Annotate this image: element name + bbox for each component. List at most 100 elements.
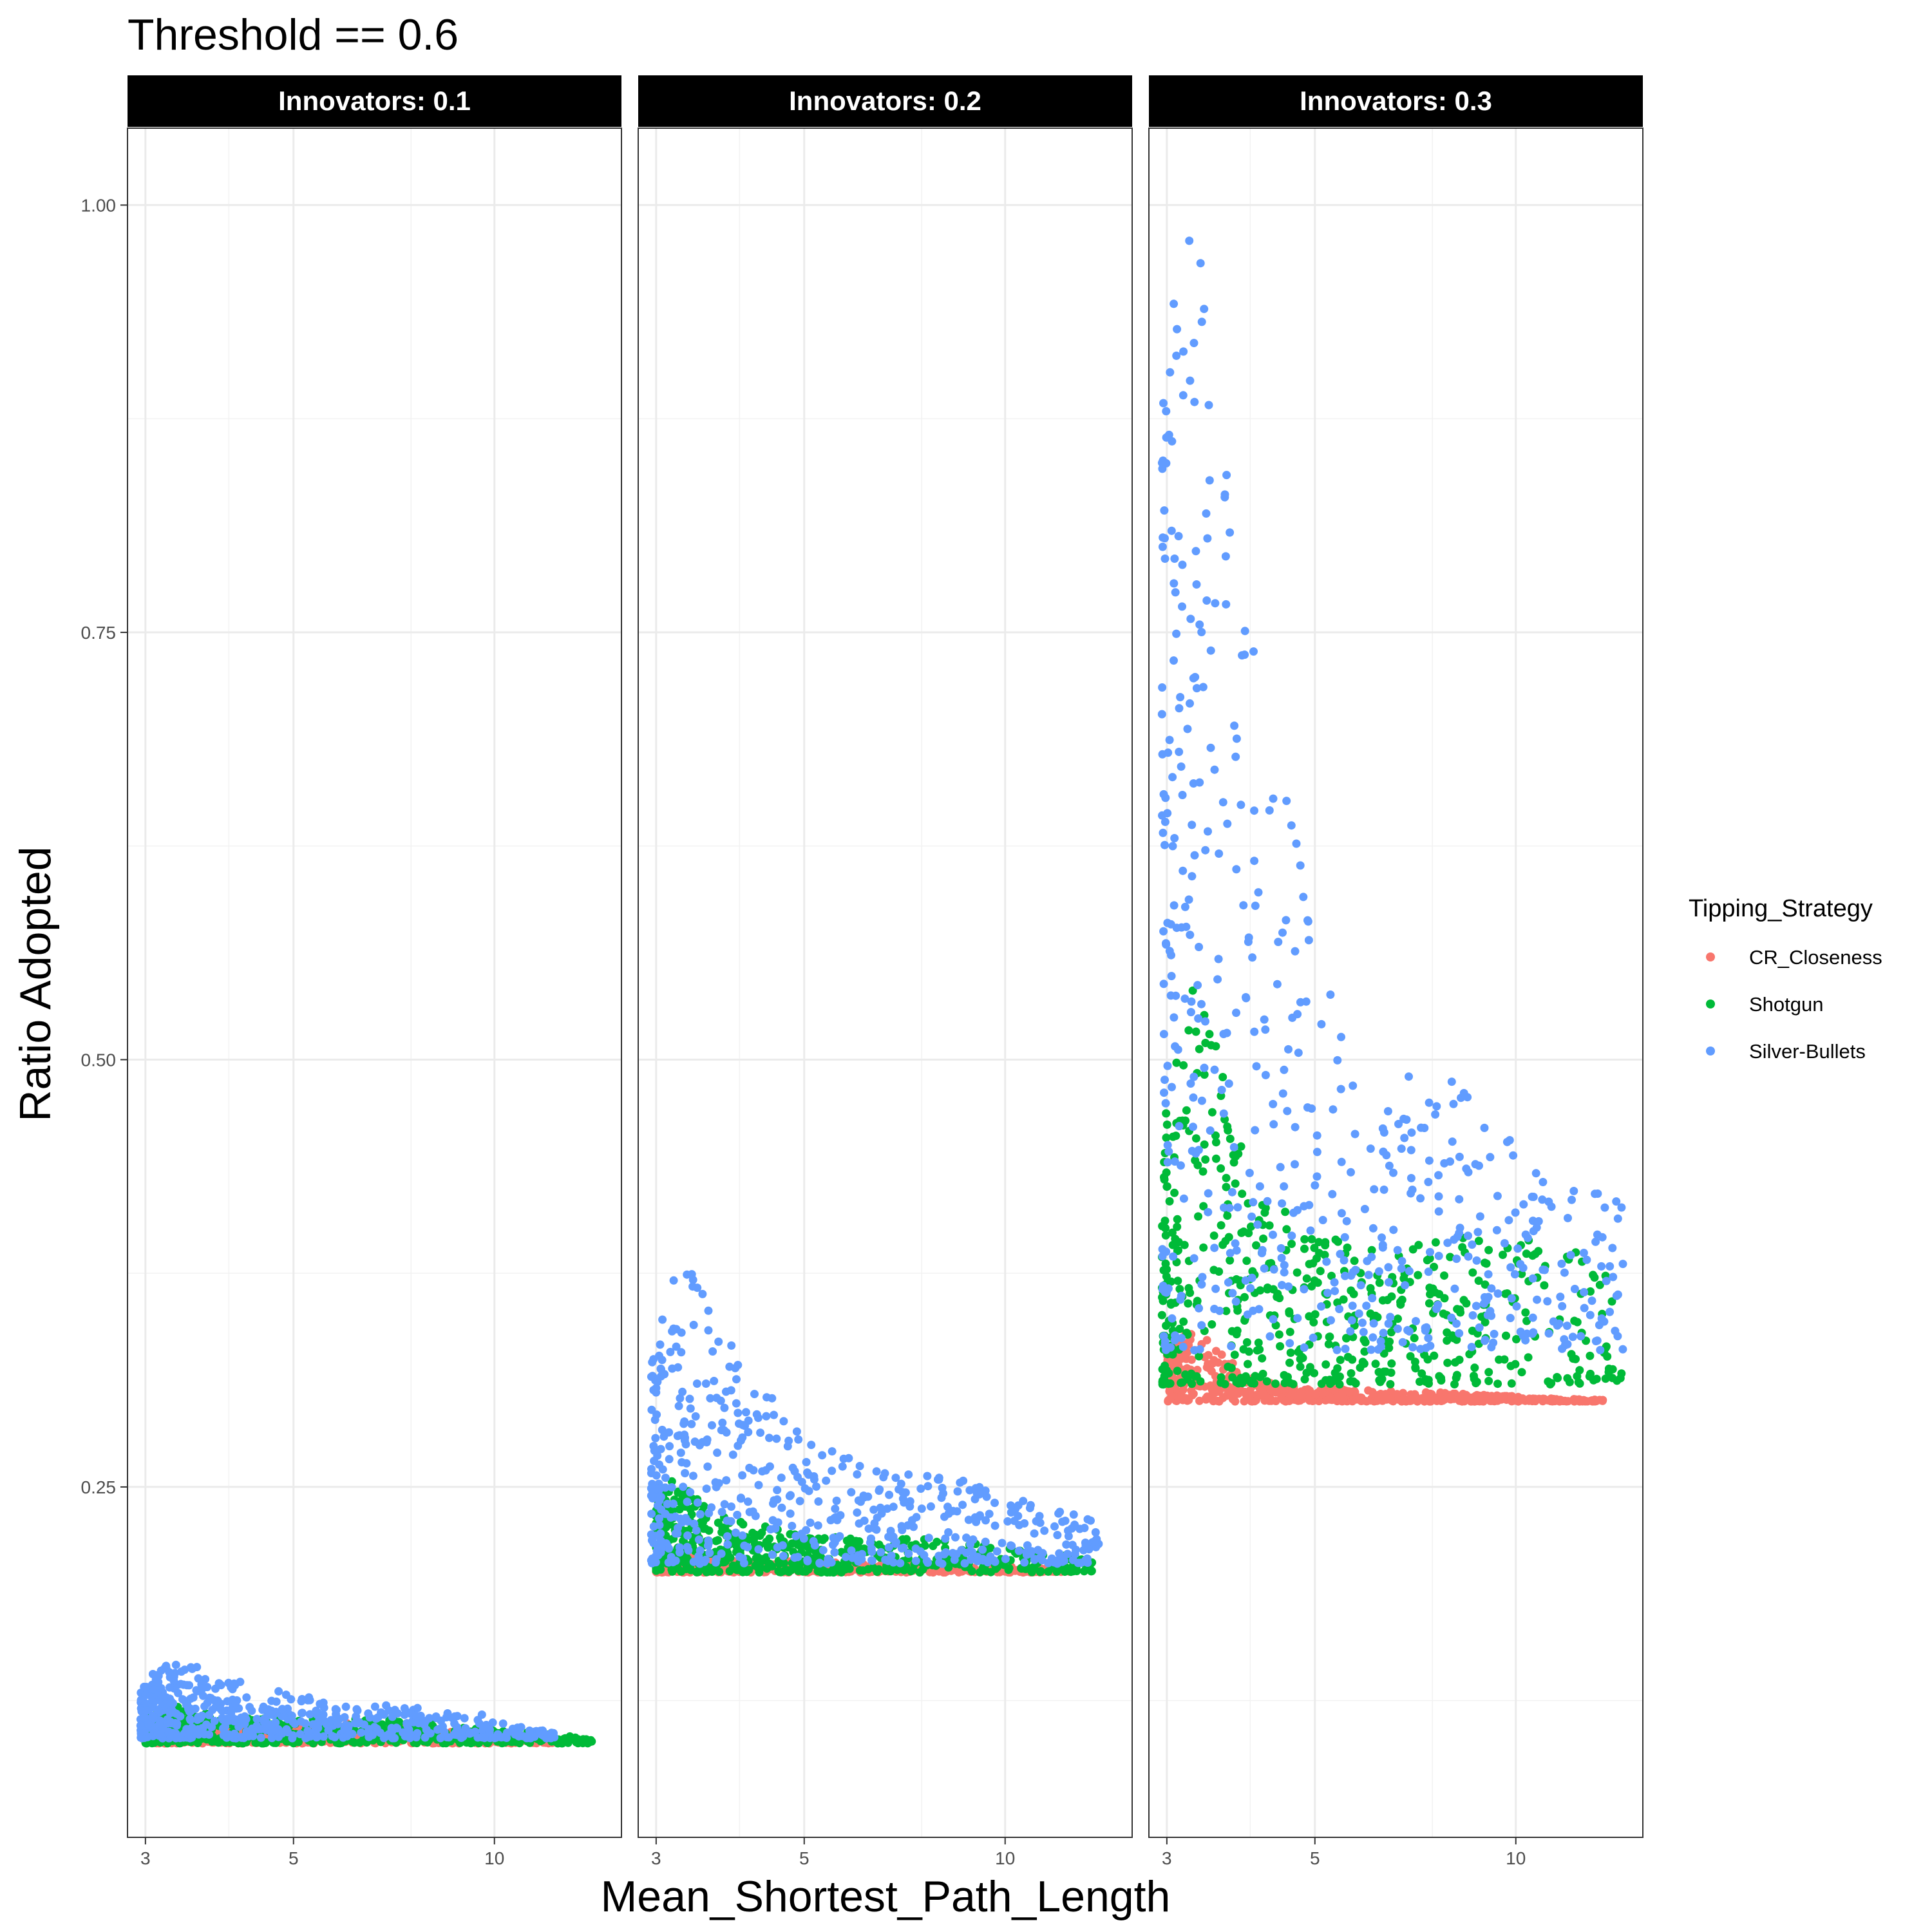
data-point [1468,1311,1477,1320]
data-point [768,1562,777,1571]
data-point [1327,1316,1335,1325]
data-point [770,1410,779,1419]
data-point [814,1497,823,1506]
data-point [1374,1368,1383,1376]
data-point [1521,1308,1530,1317]
data-point [655,1514,663,1523]
x-tick-label: 3 [140,1848,151,1868]
data-point [1182,1329,1191,1338]
data-point [198,1691,207,1700]
data-point [1202,509,1211,518]
data-point [1375,1278,1384,1287]
facet-strip [128,75,621,127]
data-point [1021,1564,1030,1573]
data-point [174,1689,183,1698]
data-point [1366,1309,1375,1318]
data-point [1176,1295,1185,1304]
data-point [1285,1358,1294,1367]
data-point [1204,1208,1213,1217]
data-point [1177,1334,1186,1343]
data-point [1362,1302,1371,1311]
data-point [1368,1224,1378,1233]
data-point [144,1719,153,1728]
data-point [1173,1222,1182,1231]
data-point [758,1467,767,1476]
data-point [1450,1380,1459,1388]
data-point [1482,1391,1492,1400]
data-point [1055,1549,1064,1558]
data-point [1157,710,1166,719]
data-point [665,1455,674,1464]
data-point [1086,1516,1095,1525]
data-point [1162,1109,1171,1118]
data-point [1287,1240,1296,1248]
data-point [1337,1209,1346,1218]
data-point [734,1361,743,1370]
data-point [661,1473,670,1482]
data-point [765,1434,773,1443]
data-point [964,1515,973,1524]
data-point [1378,1233,1386,1242]
data-point [1543,1297,1552,1306]
data-point [1208,1385,1217,1394]
data-point [1379,1185,1388,1194]
data-point [1235,1387,1244,1396]
data-point [1410,1396,1418,1405]
data-point [1529,1227,1538,1236]
data-point [1540,1281,1549,1290]
data-point [647,1492,656,1501]
data-point [1211,1138,1220,1147]
data-point [1200,305,1209,314]
data-point [1511,1359,1520,1368]
data-point [777,1473,786,1482]
data-point [867,1534,875,1543]
data-point [756,1563,765,1572]
data-point [1351,1265,1360,1274]
data-point [1329,1105,1338,1114]
data-point [676,1448,685,1457]
data-point [692,1526,701,1535]
data-point [676,1394,685,1403]
data-point [1408,1343,1417,1352]
data-point [1384,1263,1393,1272]
data-point [687,1419,696,1428]
data-point [771,1524,780,1533]
data-point [1337,1032,1345,1041]
data-point [1200,1063,1209,1072]
data-point [1507,1294,1516,1303]
data-point [1206,646,1215,655]
data-point [720,1500,729,1509]
data-point [1178,791,1187,799]
data-point [1432,1102,1441,1111]
data-point [1446,1392,1455,1401]
data-point [1300,1285,1309,1294]
data-point [1170,1013,1179,1022]
data-point [1272,1388,1281,1397]
data-point [1194,1014,1203,1023]
data-point [756,1428,765,1437]
data-point [1556,1293,1565,1302]
data-point [156,1666,166,1675]
data-point [1302,997,1311,1006]
data-point [1379,1329,1388,1338]
data-point [1200,1140,1209,1149]
data-point [1528,1313,1537,1322]
data-point [896,1558,905,1567]
data-point [1193,1365,1202,1374]
data-point [242,1693,251,1702]
data-point [316,1700,325,1709]
data-point [1410,1334,1419,1343]
data-point [1472,1256,1481,1265]
data-point [156,1730,166,1739]
data-point [690,1437,699,1446]
data-point [169,1699,178,1708]
data-point [1195,1045,1204,1054]
data-point [352,1705,361,1714]
data-point [669,1276,678,1285]
data-point [1036,1567,1045,1576]
data-point [685,1394,694,1403]
data-point [923,1558,933,1567]
data-point [1406,1352,1415,1361]
data-point [927,1502,935,1511]
data-point [920,1541,929,1550]
